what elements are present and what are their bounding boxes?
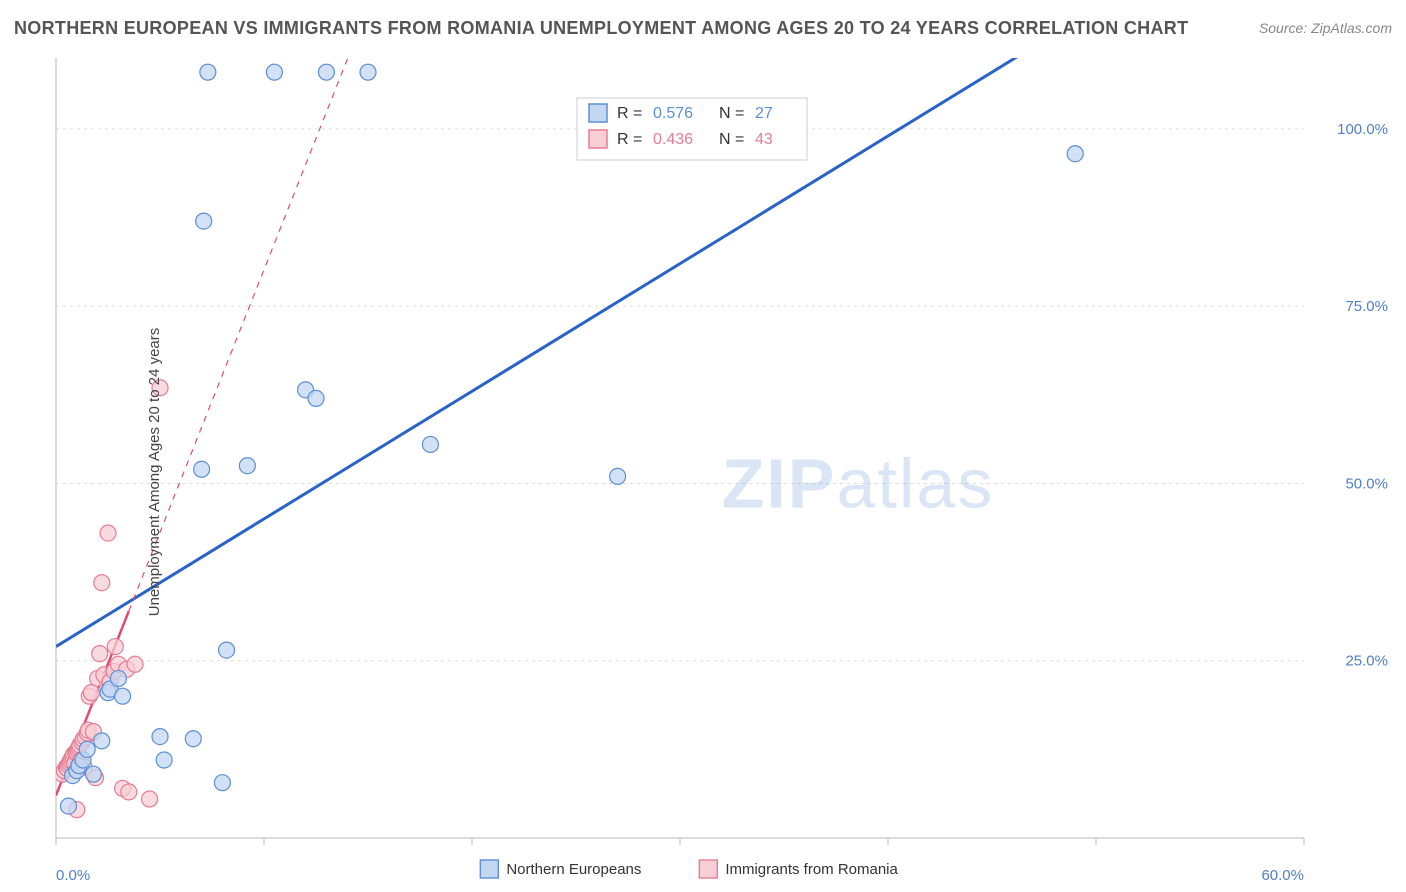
y-axis-label: Unemployment Among Ages 20 to 24 years — [146, 328, 163, 617]
data-point-northern_europeans — [156, 752, 172, 768]
data-point-northern_europeans — [79, 741, 95, 757]
data-point-northern_europeans — [110, 670, 126, 686]
legend-n-label: N = — [719, 105, 744, 122]
legend-n-value-northern_europeans: 27 — [755, 105, 773, 122]
data-point-immigrants_romania — [83, 685, 99, 701]
legend-n-label: N = — [719, 131, 744, 148]
data-point-northern_europeans — [266, 64, 282, 80]
axis-legend-swatch-northern_europeans — [480, 860, 498, 878]
legend-swatch-immigrants_romania — [589, 130, 607, 148]
legend-r-label: R = — [617, 131, 642, 148]
data-point-northern_europeans — [152, 729, 168, 745]
y-tick-label: 100.0% — [1337, 121, 1388, 138]
data-point-northern_europeans — [318, 64, 334, 80]
data-point-immigrants_romania — [127, 656, 143, 672]
legend-n-value-immigrants_romania: 43 — [755, 131, 773, 148]
data-point-northern_europeans — [1067, 146, 1083, 162]
axis-legend-label-immigrants_romania: Immigrants from Romania — [725, 861, 898, 878]
data-point-northern_europeans — [115, 688, 131, 704]
correlation-scatter-chart: 0.0% 60.0% 25.0% 50.0% 75.0% 100.0% ZIPatlas R … — [14, 58, 1392, 886]
data-point-immigrants_romania — [94, 575, 110, 591]
legend-r-value-northern_europeans: 0.576 — [653, 105, 693, 122]
data-point-northern_europeans — [194, 461, 210, 477]
data-point-northern_europeans — [610, 468, 626, 484]
y-tick-label: 75.0% — [1345, 298, 1388, 315]
data-point-northern_europeans — [200, 64, 216, 80]
data-point-northern_europeans — [94, 733, 110, 749]
data-point-northern_europeans — [360, 64, 376, 80]
data-point-northern_europeans — [308, 390, 324, 406]
data-point-immigrants_romania — [92, 646, 108, 662]
x-tick-label: 0.0% — [56, 867, 90, 884]
axis-legend-label-northern_europeans: Northern Europeans — [506, 861, 641, 878]
watermark: ZIPatlas — [722, 444, 995, 522]
axis-legend-swatch-immigrants_romania — [699, 860, 717, 878]
y-tick-label: 25.0% — [1345, 653, 1388, 670]
legend-r-value-immigrants_romania: 0.436 — [653, 131, 693, 148]
y-tick-label: 50.0% — [1345, 475, 1388, 492]
chart-title: NORTHERN EUROPEAN VS IMMIGRANTS FROM ROM… — [14, 18, 1188, 38]
legend-r-label: R = — [617, 105, 642, 122]
data-point-northern_europeans — [185, 731, 201, 747]
data-point-immigrants_romania — [142, 791, 158, 807]
data-point-immigrants_romania — [100, 525, 116, 541]
data-point-immigrants_romania — [107, 639, 123, 655]
x-tick-label: 60.0% — [1261, 867, 1304, 884]
data-point-northern_europeans — [422, 436, 438, 452]
data-point-northern_europeans — [214, 775, 230, 791]
data-point-immigrants_romania — [121, 784, 137, 800]
data-point-northern_europeans — [239, 458, 255, 474]
data-point-northern_europeans — [196, 213, 212, 229]
data-point-northern_europeans — [219, 642, 235, 658]
legend-swatch-northern_europeans — [589, 104, 607, 122]
data-point-northern_europeans — [60, 798, 76, 814]
source-label: Source: ZipAtlas.com — [1259, 20, 1392, 36]
data-point-northern_europeans — [85, 766, 101, 782]
trend-line-dashed-immigrants_romania — [129, 58, 410, 611]
